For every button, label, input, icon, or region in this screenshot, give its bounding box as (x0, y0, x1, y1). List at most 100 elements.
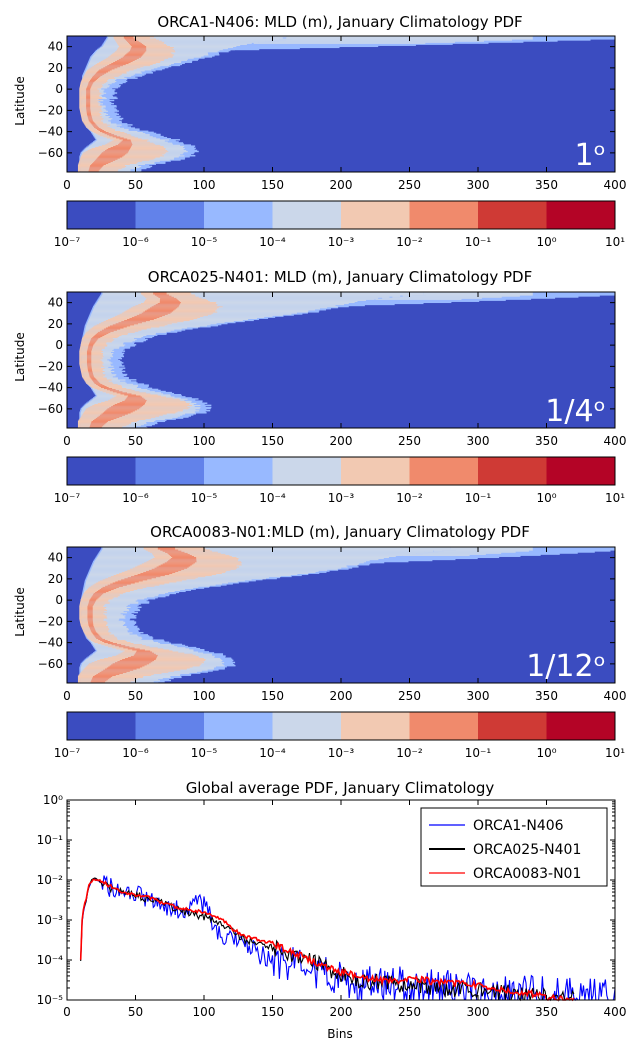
colorbar-tick-label: 10⁻⁵ (191, 491, 218, 505)
heatmap-cell (99, 68, 112, 71)
x-tick-label: 0 (63, 178, 71, 192)
heatmap-cell (248, 43, 453, 45)
heatmap-cell (87, 609, 93, 612)
heatmap-cell (123, 37, 134, 39)
heatmap-cell (109, 389, 120, 392)
heatmap-cell (83, 592, 166, 595)
heatmap-cell (80, 81, 107, 84)
heatmap-cell (116, 136, 124, 139)
heatmap-cell (89, 425, 102, 428)
heatmap-cell (118, 143, 133, 145)
heatmap-cell (86, 355, 92, 358)
heatmap-cell (92, 380, 99, 382)
x-tick-label: 150 (261, 434, 284, 448)
colorbar-frame (66, 200, 616, 230)
heatmap-cell (168, 559, 197, 562)
colorbar-segment (478, 712, 547, 740)
colorbar-segment (135, 201, 205, 229)
heatmap-cell (160, 298, 178, 300)
heatmap-cell (86, 87, 91, 89)
heatmap-cell (131, 316, 160, 318)
heatmap-cell (151, 305, 179, 308)
heatmap-cell (106, 133, 115, 136)
x-tick-label: 200 (330, 434, 353, 448)
line-plot: 0 50 100 150 200 250 300 350 400 10⁰ 10⁻¹ 10⁻² 10⁻³ 1… (37, 793, 627, 1019)
colorbar-segment (204, 201, 273, 229)
heatmap-cell (159, 299, 179, 301)
heatmap-cell (97, 672, 123, 674)
heatmap-cell (160, 297, 177, 299)
x-tick-label: 250 (398, 178, 421, 192)
heatmap-cell (86, 331, 135, 333)
heatmap-cell (97, 556, 393, 559)
heatmap-cell (82, 596, 147, 599)
heatmap-cell (86, 110, 91, 112)
heatmap-cell (86, 107, 91, 109)
heatmap-cell (90, 164, 104, 167)
heatmap-cell (113, 61, 131, 63)
heatmap-cell (89, 626, 95, 629)
heatmap-cell (88, 169, 99, 172)
heatmap-cell (100, 130, 106, 133)
heatmap-cell (79, 96, 102, 99)
x-tick-label: 50 (128, 689, 143, 703)
heatmap-cell (99, 588, 114, 590)
heatmap-cell (92, 632, 98, 634)
colorbar-segment (409, 201, 479, 229)
heatmap-cell (88, 603, 94, 605)
heatmap-cell (169, 558, 197, 561)
heatmap-cell (134, 653, 156, 655)
heatmap-cell (90, 377, 96, 379)
x-tick-label: 150 (261, 689, 284, 703)
heatmap-cell (79, 365, 105, 367)
heatmap-cell (339, 304, 365, 307)
heatmap-cell (99, 385, 107, 387)
heatmap-cell (93, 131, 125, 134)
heatmap-cell (143, 311, 172, 313)
heatmap-cell (109, 324, 131, 327)
heatmap-cell (279, 38, 533, 40)
y-tick-label: −40 (38, 381, 63, 395)
heatmap-cell (148, 307, 176, 310)
heatmap-cell (87, 611, 93, 614)
heatmap-cell (111, 643, 122, 646)
heatmap-cell (100, 551, 428, 553)
heatmap-cell (97, 128, 103, 130)
heatmap-cell (79, 108, 102, 110)
heatmap-cell (115, 322, 139, 325)
heatmap-cell (102, 292, 425, 294)
heatmap-cell (113, 36, 155, 38)
heatmap-cell (81, 625, 109, 628)
heatmap-cell (103, 328, 121, 330)
heatmap-cell (89, 340, 96, 343)
heatmap-cell (112, 646, 158, 649)
heatmap-cell (79, 606, 107, 608)
series-line-ORCA0083-N01 (79, 878, 575, 1002)
heatmap-cell (88, 601, 96, 603)
heatmap-cell (112, 323, 135, 326)
heatmap-cell (84, 379, 112, 381)
heatmap-cell (450, 548, 533, 550)
heatmap-cell (162, 562, 194, 565)
heatmap-cell (409, 553, 486, 555)
heatmap-cell (89, 424, 104, 427)
heatmap-cell (90, 338, 98, 341)
y-tick-label: −20 (38, 359, 63, 373)
heatmap-cell (94, 635, 101, 637)
colorbar: 10⁻⁷ 10⁻⁶ 10⁻⁵ 10⁻⁴ 10⁻³ 10⁻² 10⁻¹ 10⁰ 10¹ (54, 456, 625, 505)
heatmap-cell (121, 320, 146, 323)
heatmap-cell (86, 100, 91, 103)
heatmap-cell (99, 330, 114, 332)
heatmap-cell (91, 378, 97, 380)
heatmap-cell (87, 619, 93, 621)
y-tick-label: 40 (48, 551, 63, 565)
heatmap-cell (86, 353, 92, 356)
x-tick-label: 400 (604, 434, 627, 448)
heatmap-cell (416, 552, 502, 554)
heatmap-cell (86, 350, 92, 352)
heatmap-cell (79, 97, 103, 100)
heatmap-cell (88, 119, 93, 122)
heatmap-cell (450, 547, 533, 549)
heatmap-cell (258, 41, 455, 43)
heatmap-cell (81, 338, 115, 341)
